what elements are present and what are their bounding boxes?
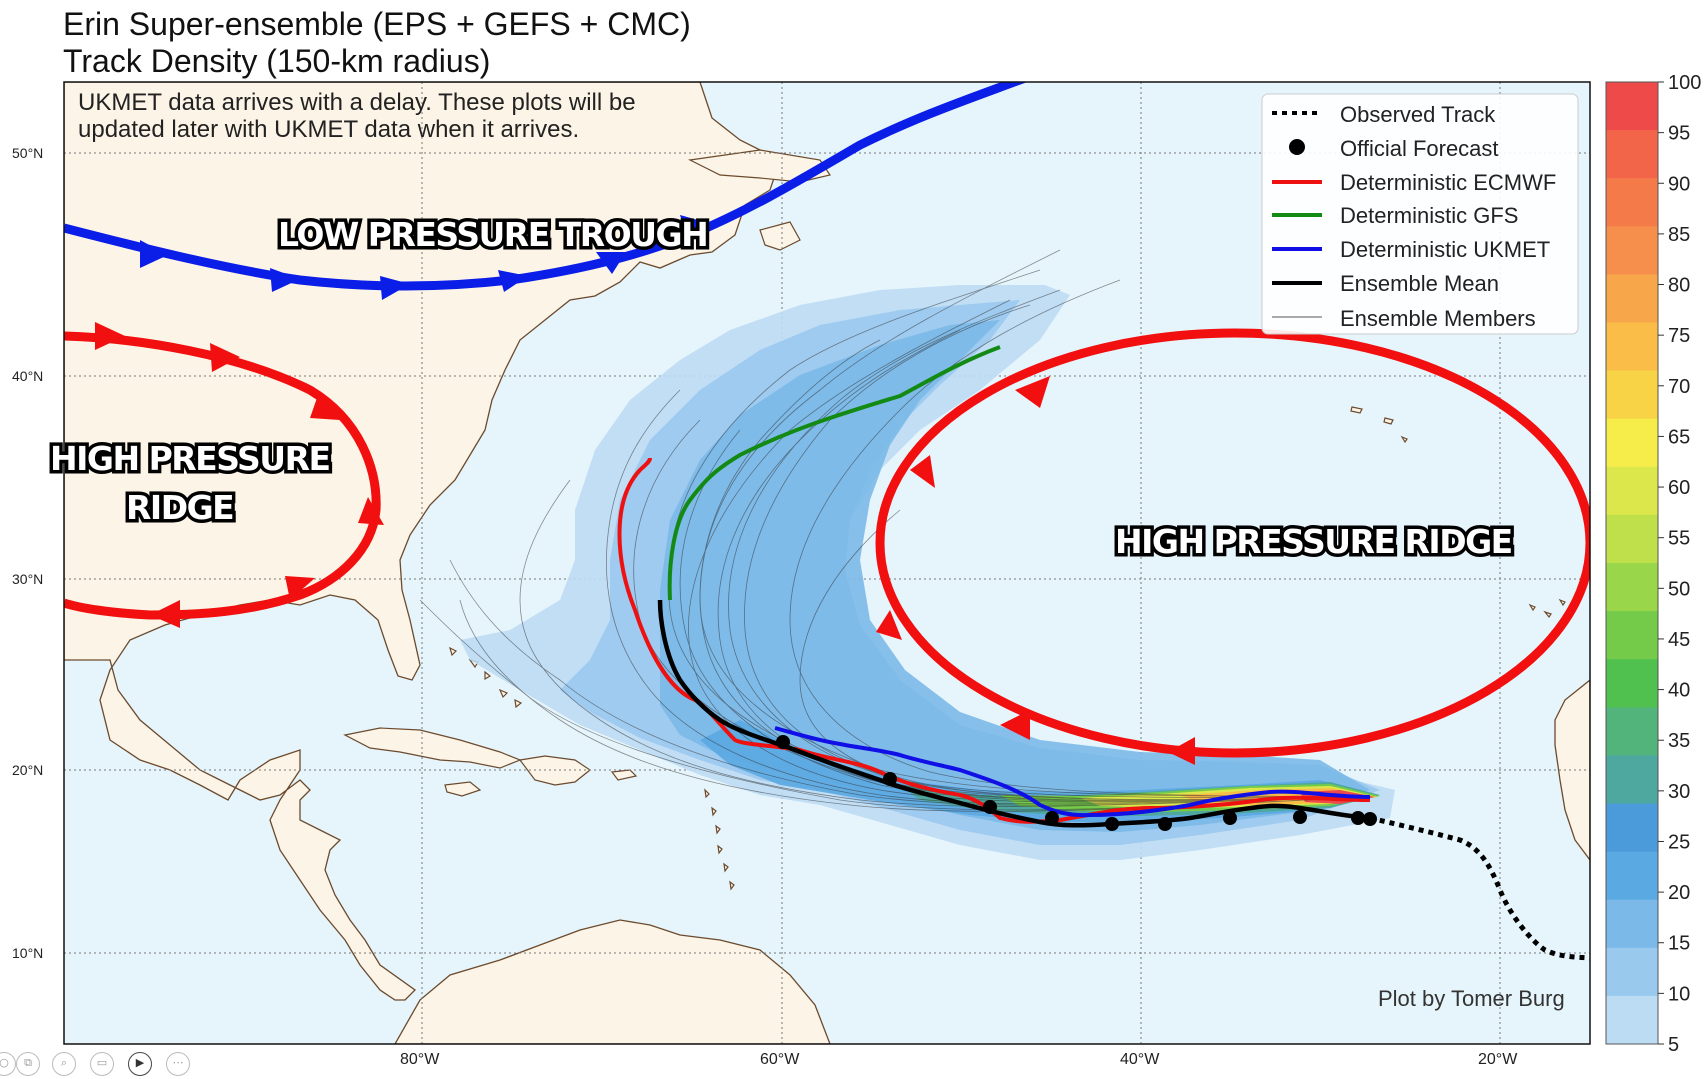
colorbar: [1606, 82, 1658, 1045]
track-deterministic-ukmet: [774, 726, 1371, 818]
colorbar-bin: [1606, 82, 1658, 131]
official-forecast-points: [776, 735, 1377, 831]
lat-label-30n: 30°N: [12, 571, 43, 587]
colorbar-bin: [1606, 659, 1658, 708]
more-icon[interactable]: ⋯: [166, 1052, 190, 1076]
plot-credit: Plot by Tomer Burg: [1378, 986, 1565, 1011]
note-line-2: updated later with UKMET data when it ar…: [78, 116, 579, 143]
colorbar-bin: [1606, 274, 1658, 323]
video-icon[interactable]: ▶: [128, 1052, 152, 1076]
title-line-2: Track Density (150-km radius): [63, 43, 491, 79]
colorbar-bin: [1606, 418, 1658, 468]
chart-title: Erin Super-ensemble (EPS + GEFS + CMC) T…: [63, 6, 691, 80]
lat-label-40n: 40°N: [12, 368, 43, 384]
ridge-east-line: [875, 328, 1590, 765]
colorbar-tick-label: 25: [1668, 831, 1690, 853]
track-density-field: [460, 285, 1395, 860]
lon-label-20w: 20°W: [1478, 1051, 1518, 1068]
latitude-labels: 50°N 40°N 30°N 20°N 10°N: [12, 145, 43, 961]
legend-ukmet: Deterministic UKMET: [1340, 237, 1550, 262]
colorbar-bin: [1606, 322, 1658, 372]
trough-line: [64, 82, 1027, 300]
legend-official: Official Forecast: [1340, 136, 1499, 161]
colorbar-tick-label: 15: [1668, 933, 1690, 955]
colorbar-tick-label: 65: [1668, 426, 1690, 448]
track-observed: [1369, 815, 1590, 961]
land-south-america: [394, 919, 831, 1044]
colorbar-bin: [1606, 707, 1658, 756]
colorbar-bin: [1606, 226, 1658, 275]
colorbar-tick-label: 10: [1668, 983, 1690, 1005]
colorbar-frame: [1605, 81, 1659, 1045]
colorbar-ticks: 100 95 90 85 80 75 70 65 60 55 50 45 40 35 30 25 20 15 10 5: [1658, 72, 1701, 1056]
colorbar-bin: [1606, 370, 1658, 420]
land-africa: [1554, 679, 1590, 862]
track-deterministic-gfs: [667, 345, 1001, 601]
legend-gfs: Deterministic GFS: [1340, 203, 1518, 228]
lon-label-60w: 60°W: [760, 1051, 800, 1068]
zoom-icon[interactable]: ⌕: [52, 1052, 76, 1076]
colorbar-tick-label: 70: [1668, 376, 1690, 398]
lon-label-80w: 80°W: [400, 1051, 440, 1068]
colorbar-tick-label: 40: [1668, 680, 1690, 702]
colorbar-bin: [1606, 130, 1658, 179]
image-icon[interactable]: ▭: [90, 1052, 114, 1076]
colorbar-tick-label: 80: [1668, 275, 1690, 297]
label-high-pressure-ridge-east: HIGH PRESSURE RIDGE: [1115, 522, 1512, 561]
legend: Observed Track Official Forecast Determi…: [1261, 93, 1579, 335]
ridge-west-line: [64, 322, 384, 628]
colorbar-bin: [1606, 563, 1658, 612]
colorbar-tick-label: 75: [1668, 325, 1690, 347]
colorbar-bin: [1606, 803, 1658, 853]
legend-box: [1261, 93, 1579, 335]
label-high-pressure-ridge-west-2: RIDGE: [126, 488, 233, 527]
colorbar-bin: [1606, 947, 1658, 997]
colorbar-tick-label: 95: [1668, 123, 1690, 145]
legend-mean: Ensemble Mean: [1340, 271, 1499, 296]
lat-label-50n: 50°N: [12, 145, 43, 161]
colorbar-tick-label: 5: [1668, 1034, 1679, 1056]
lat-label-10n: 10°N: [12, 945, 43, 961]
colorbar-tick-label: 45: [1668, 629, 1690, 651]
copy-icon[interactable]: ⧉: [16, 1052, 40, 1076]
colorbar-bin: [1606, 466, 1658, 516]
colorbar-bin: [1606, 178, 1658, 227]
colorbar-tick-label: 60: [1668, 477, 1690, 499]
colorbar-bin: [1606, 755, 1658, 804]
land-atlantic-islands: [1350, 406, 1566, 619]
colorbar-bin: [1606, 611, 1658, 660]
colorbar-tick-label: 55: [1668, 528, 1690, 550]
colorbar-tick-label: 30: [1668, 781, 1690, 803]
colorbar-tick-label: 85: [1668, 224, 1690, 246]
colorbar-bin: [1606, 514, 1658, 564]
colorbar-bin: [1606, 899, 1658, 949]
colorbar-tick-label: 100: [1668, 72, 1701, 94]
label-high-pressure-ridge-west-1: HIGH PRESSURE: [50, 439, 330, 478]
lon-label-40w: 40°W: [1120, 1051, 1160, 1068]
title-line-1: Erin Super-ensemble (EPS + GEFS + CMC): [63, 6, 691, 42]
track-ensemble-mean: [657, 599, 1371, 828]
map-frame: [63, 81, 1591, 1045]
legend-observed: Observed Track: [1340, 102, 1496, 127]
colorbar-tick-label: 20: [1668, 882, 1690, 904]
colorbar-tick-label: 50: [1668, 578, 1690, 600]
note-line-1: UKMET data arrives with a delay. These p…: [78, 89, 636, 116]
land-north-america: [64, 82, 781, 1001]
longitude-labels: 80°W 60°W 40°W 20°W: [400, 1051, 1518, 1068]
label-low-pressure-trough: LOW PRESSURE TROUGH: [278, 215, 707, 254]
lat-label-20n: 20°N: [12, 762, 43, 778]
colorbar-bin: [1606, 851, 1658, 901]
colorbar-tick-label: 90: [1668, 173, 1690, 195]
legend-members: Ensemble Members: [1340, 306, 1536, 331]
colorbar-bin: [1606, 995, 1658, 1045]
colorbar-tick-label: 35: [1668, 730, 1690, 752]
legend-ecmwf: Deterministic ECMWF: [1340, 170, 1556, 195]
